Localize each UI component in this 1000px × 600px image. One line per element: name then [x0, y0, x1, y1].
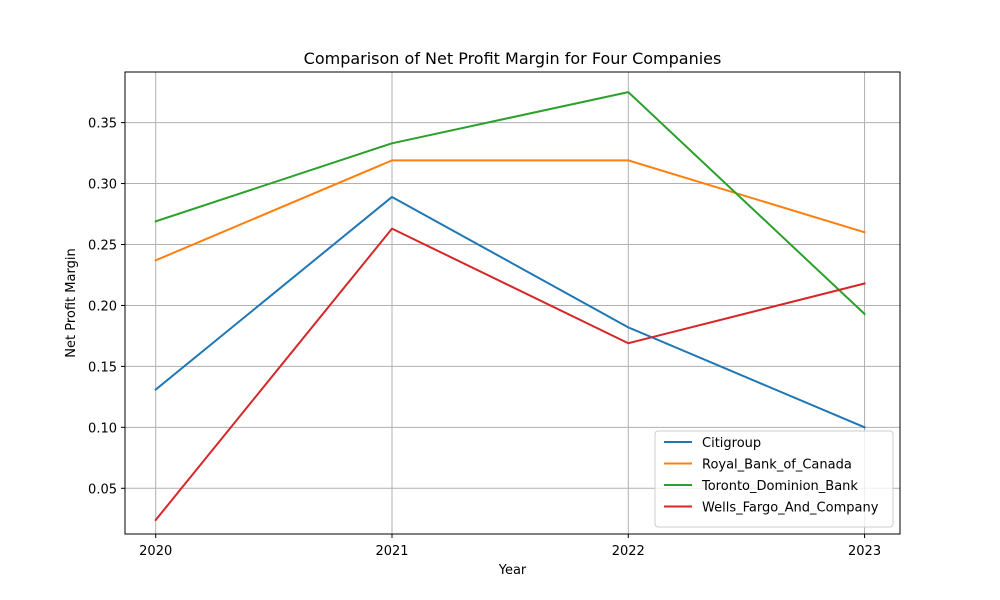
y-tick-label: 0.30: [88, 178, 117, 193]
plot-frame: [124, 71, 901, 535]
x-tick-label: 2023: [848, 544, 881, 559]
legend-entry-label: Citigroup: [702, 436, 761, 451]
y-axis-label: Net Profit Margin: [64, 248, 79, 357]
x-tick-label: 2021: [375, 544, 408, 559]
legend-box: [654, 430, 894, 528]
legend-entry-label: Wells_Fargo_And_Company: [702, 501, 879, 516]
series-line-toronto-dominion-bank: [154, 91, 866, 316]
y-tick-label: 0.35: [88, 117, 117, 132]
x-axis-label: Year: [498, 563, 527, 578]
x-tick-label: 2020: [139, 544, 172, 559]
series-lines: [154, 91, 866, 522]
series-line-royal-bank-of-canada: [154, 159, 866, 262]
legend-entry-label: Toronto_Dominion_Bank: [701, 479, 858, 494]
y-tick-label: 0.15: [88, 360, 117, 375]
y-tick-label: 0.20: [88, 299, 117, 314]
y-tick-label: 0.05: [88, 482, 117, 497]
gridlines: [125, 72, 900, 534]
y-tick-label: 0.10: [88, 421, 117, 436]
legend-entry-label: Royal_Bank_of_Canada: [702, 458, 852, 473]
axis-ticks: 2020 2021 2022 2023 0.05 0.10 0.15 0.20 0.25 0.30…: [88, 117, 881, 559]
series-line-wells-fargo-and-company: [154, 227, 866, 522]
chart-title: Comparison of Net Profit Margin for Four…: [304, 49, 722, 68]
x-tick-label: 2022: [612, 544, 645, 559]
series-line-citigroup: [154, 195, 866, 429]
legend: Citigroup Royal_Bank_of_Canada Toronto_Dom…: [654, 430, 894, 528]
y-tick-label: 0.25: [88, 238, 117, 253]
